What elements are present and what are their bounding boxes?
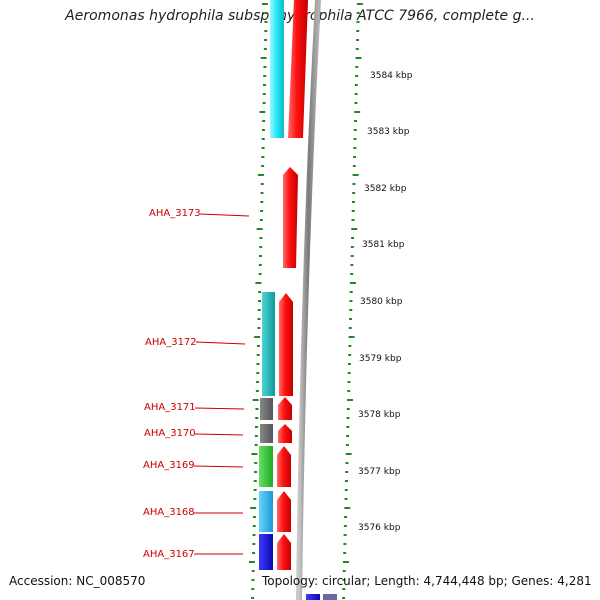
cog-block-aha-3172[interactable] bbox=[262, 292, 275, 396]
gene-label-aha-3171: AHA_3171 bbox=[144, 402, 196, 413]
gene-arrow-aha-3173[interactable] bbox=[283, 167, 298, 268]
red-gene-top[interactable] bbox=[288, 0, 308, 138]
scale-label: 3582 kbp bbox=[364, 184, 407, 194]
right-tick-column bbox=[342, 3, 363, 599]
cog-block-aha-3170[interactable] bbox=[260, 424, 273, 443]
scale-label: 3577 kbp bbox=[358, 467, 401, 477]
gene-label-group-aha-3170[interactable]: AHA_3170 bbox=[144, 428, 244, 439]
gene-arrow-aha-3170[interactable] bbox=[278, 424, 292, 443]
cyan-gene-top[interactable] bbox=[270, 0, 284, 138]
partial-gene-bottom-1[interactable] bbox=[306, 594, 320, 600]
scale-label: 3584 kbp bbox=[370, 71, 413, 81]
gene-label-group-aha-3171[interactable]: AHA_3171 bbox=[144, 402, 245, 413]
leader-line-aha-3170 bbox=[194, 433, 244, 436]
gene-label-aha-3169: AHA_3169 bbox=[143, 460, 195, 471]
gene-arrow-aha-3172[interactable] bbox=[279, 293, 293, 396]
gene-label-aha-3168: AHA_3168 bbox=[143, 507, 195, 518]
cog-block-aha-3168[interactable] bbox=[259, 491, 273, 532]
partial-gene-bottom-2[interactable] bbox=[323, 594, 337, 600]
gene-label-aha-3170: AHA_3170 bbox=[144, 428, 196, 439]
leader-line-aha-3173 bbox=[199, 213, 250, 217]
gene-label-aha-3167: AHA_3167 bbox=[143, 549, 195, 560]
cog-block-aha-3169[interactable] bbox=[259, 446, 273, 487]
gene-arrow-aha-3168[interactable] bbox=[277, 491, 291, 532]
gene-label-group-aha-3169[interactable]: AHA_3169 bbox=[143, 460, 244, 471]
scale-label: 3578 kbp bbox=[358, 410, 401, 420]
gene-arrow-aha-3167[interactable] bbox=[277, 534, 291, 570]
scale-label: 3576 kbp bbox=[358, 523, 401, 533]
scale-label: 3579 kbp bbox=[359, 354, 402, 364]
gene-label-group-aha-3172[interactable]: AHA_3172 bbox=[145, 337, 246, 348]
scale-label: 3580 kbp bbox=[360, 297, 403, 307]
accession-text: Accession: NC_008570 bbox=[9, 574, 146, 588]
gene-label-aha-3172: AHA_3172 bbox=[145, 337, 197, 348]
gene-label-group-aha-3167[interactable]: AHA_3167 bbox=[143, 549, 243, 560]
scale-label: 3583 kbp bbox=[367, 127, 410, 137]
leader-line-aha-3171 bbox=[194, 407, 245, 410]
gene-label-group-aha-3173[interactable]: AHA_3173 bbox=[149, 208, 250, 219]
scale-label: 3581 kbp bbox=[362, 240, 405, 250]
leader-line-aha-3169 bbox=[193, 465, 244, 468]
gene-label-aha-3173: AHA_3173 bbox=[149, 208, 201, 219]
genome-backbone bbox=[296, 0, 321, 600]
gene-arrow-aha-3171[interactable] bbox=[278, 397, 292, 420]
cog-block-aha-3167[interactable] bbox=[259, 534, 273, 570]
cog-block-aha-3171[interactable] bbox=[260, 398, 273, 420]
gene-label-group-aha-3168[interactable]: AHA_3168 bbox=[143, 507, 243, 518]
left-tick-column bbox=[248, 3, 268, 599]
leader-line-aha-3172 bbox=[195, 341, 246, 345]
gene-arrow-aha-3169[interactable] bbox=[277, 446, 291, 487]
topology-text: Topology: circular; Length: 4,744,448 bp… bbox=[262, 574, 592, 588]
